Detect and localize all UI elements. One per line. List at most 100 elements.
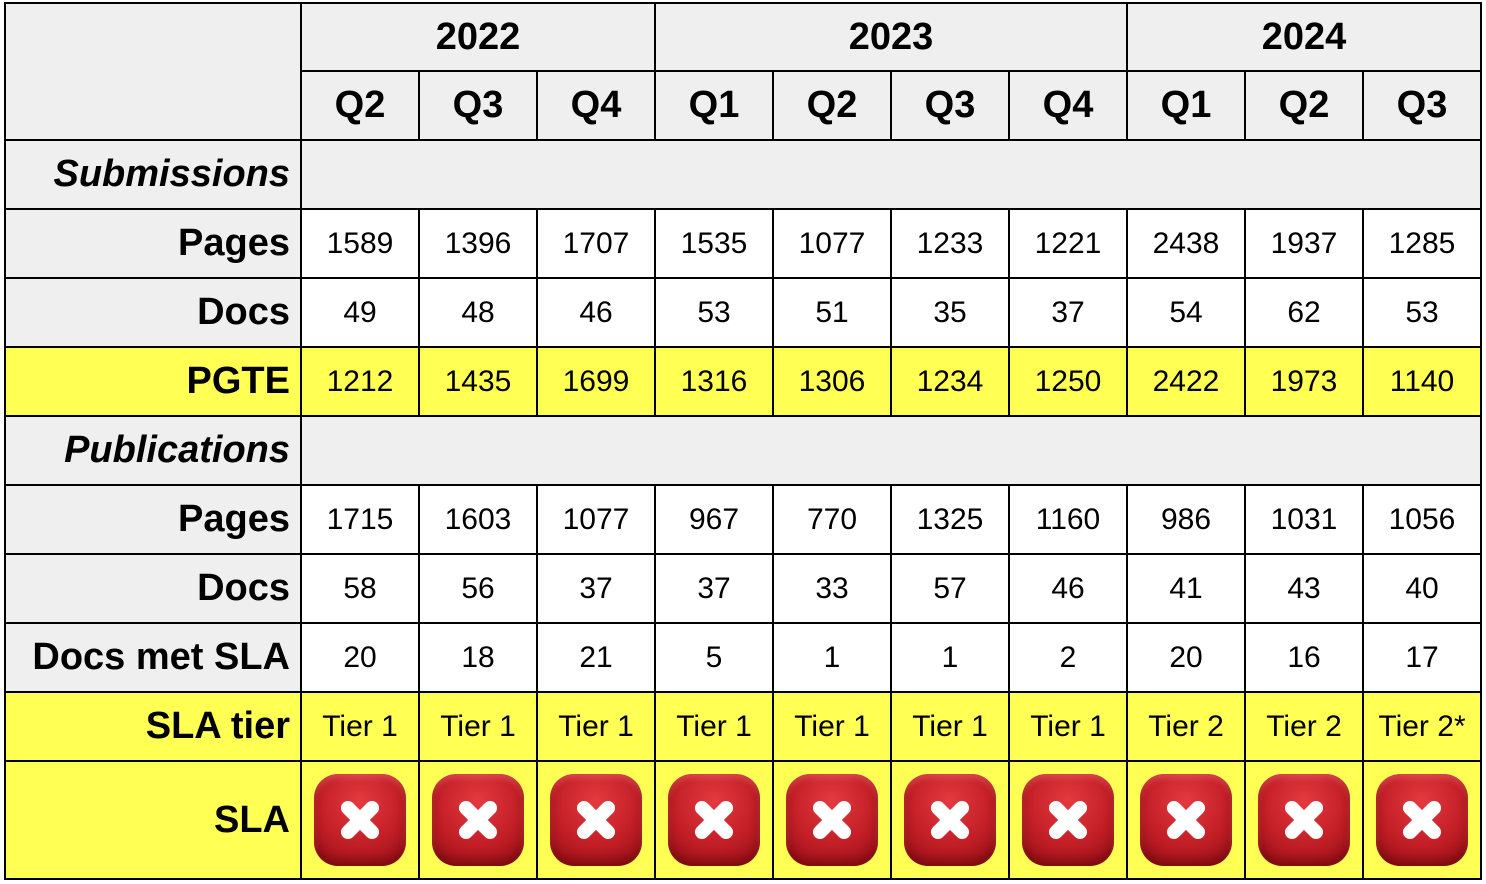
row-label: Pages (4, 484, 302, 555)
table-cell: 5 (654, 622, 774, 693)
table-cell: 1 (890, 622, 1010, 693)
table-cell: 1031 (1244, 484, 1364, 555)
cross-mark-icon (1258, 774, 1350, 866)
table-cell: Tier 2* (1362, 691, 1482, 762)
table-cell: 37 (1008, 277, 1128, 348)
year-header-2023: 2023 (654, 2, 1128, 72)
sla-status-cell (1362, 760, 1482, 880)
table-cell: 2438 (1126, 208, 1246, 279)
row-label: Docs met SLA (4, 622, 302, 693)
table-cell: 1 (772, 622, 892, 693)
table-cell: 1056 (1362, 484, 1482, 555)
quarter-header: Q3 (1362, 70, 1482, 141)
sla-status-cell (1008, 760, 1128, 880)
row-label: Docs (4, 553, 302, 624)
submissions-section-row: Submissions (4, 139, 1482, 210)
table-cell: Tier 1 (536, 691, 656, 762)
table-cell: 1233 (890, 208, 1010, 279)
table-cell: 986 (1126, 484, 1246, 555)
table-cell: 1140 (1362, 346, 1482, 417)
sla-status-cell (536, 760, 656, 880)
submissions-pages-row: Pages 1589 1396 1707 1535 1077 1233 1221… (4, 208, 1482, 279)
cross-mark-icon (1140, 774, 1232, 866)
table-cell: 17 (1362, 622, 1482, 693)
submissions-pgte-row: PGTE 1212 1435 1699 1316 1306 1234 1250 … (4, 346, 1482, 417)
table-cell: Tier 1 (890, 691, 1010, 762)
quarter-header: Q4 (1008, 70, 1128, 141)
table-cell: 1306 (772, 346, 892, 417)
table-cell: 46 (536, 277, 656, 348)
table-cell: Tier 1 (1008, 691, 1128, 762)
table-cell: 46 (1008, 553, 1128, 624)
table-cell: 53 (1362, 277, 1482, 348)
cross-mark-icon (550, 774, 642, 866)
table-cell: 54 (1126, 277, 1246, 348)
table-cell: 1234 (890, 346, 1010, 417)
cross-mark-icon (668, 774, 760, 866)
table-cell: 1221 (1008, 208, 1128, 279)
table-cell: 967 (654, 484, 774, 555)
table-cell: 1077 (536, 484, 656, 555)
table-cell: 1707 (536, 208, 656, 279)
table-cell: 1212 (300, 346, 420, 417)
table-cell: Tier 1 (418, 691, 538, 762)
row-label: PGTE (4, 346, 302, 417)
table-cell: 20 (300, 622, 420, 693)
table-cell: 20 (1126, 622, 1246, 693)
cross-mark-icon (1376, 774, 1468, 866)
table-cell: 43 (1244, 553, 1364, 624)
table-cell: 53 (654, 277, 774, 348)
table-cell: 16 (1244, 622, 1364, 693)
table-cell: 1250 (1008, 346, 1128, 417)
table-cell: 18 (418, 622, 538, 693)
sla-status-cell (772, 760, 892, 880)
quarter-header: Q3 (418, 70, 538, 141)
quarter-header: Q4 (536, 70, 656, 141)
table-cell: 33 (772, 553, 892, 624)
table-cell: 35 (890, 277, 1010, 348)
table-cell: 1603 (418, 484, 538, 555)
table-cell: 37 (536, 553, 656, 624)
table-cell: 1589 (300, 208, 420, 279)
table-cell: 1285 (1362, 208, 1482, 279)
publications-section-title: Publications (4, 415, 302, 486)
quarter-header: Q1 (1126, 70, 1246, 141)
sla-status-cell (890, 760, 1010, 880)
table-cell: 2 (1008, 622, 1128, 693)
table-cell: 40 (1362, 553, 1482, 624)
table-cell: 48 (418, 277, 538, 348)
table-cell: 57 (890, 553, 1010, 624)
table-cell: 41 (1126, 553, 1246, 624)
table-cell: Tier 1 (654, 691, 774, 762)
sla-status-cell (1126, 760, 1246, 880)
table-cell: Tier 2 (1126, 691, 1246, 762)
row-label: Docs (4, 277, 302, 348)
sla-status-cell (1244, 760, 1364, 880)
publications-section-row: Publications (4, 415, 1482, 486)
publications-docs-met-sla-row: Docs met SLA 20 18 21 5 1 1 2 20 16 17 (4, 622, 1482, 693)
quarter-header: Q2 (300, 70, 420, 141)
sla-report-table: 2022 2023 2024 Q2 Q3 Q4 Q1 Q2 Q3 Q4 Q1 Q… (4, 2, 1482, 880)
table-cell: 2422 (1126, 346, 1246, 417)
quarter-header-row: Q2 Q3 Q4 Q1 Q2 Q3 Q4 Q1 Q2 Q3 (5, 70, 1482, 141)
publications-sla-tier-row: SLA tier Tier 1 Tier 1 Tier 1 Tier 1 Tie… (4, 691, 1482, 762)
cross-mark-icon (432, 774, 524, 866)
corner-cell (4, 2, 302, 141)
table-cell: 21 (536, 622, 656, 693)
cross-mark-icon (314, 774, 406, 866)
submissions-section-title: Submissions (4, 139, 302, 210)
table-cell: 1316 (654, 346, 774, 417)
table-cell: 51 (772, 277, 892, 348)
table-cell: 1973 (1244, 346, 1364, 417)
cross-mark-icon (904, 774, 996, 866)
table-cell: 1937 (1244, 208, 1364, 279)
sla-status-cell (418, 760, 538, 880)
cross-mark-icon (1022, 774, 1114, 866)
quarter-header: Q2 (772, 70, 892, 141)
table-cell: 62 (1244, 277, 1364, 348)
table-cell: 1715 (300, 484, 420, 555)
quarter-header: Q1 (654, 70, 774, 141)
table-cell: 1160 (1008, 484, 1128, 555)
table-cell: 770 (772, 484, 892, 555)
submissions-docs-row: Docs 49 48 46 53 51 35 37 54 62 53 (4, 277, 1482, 348)
